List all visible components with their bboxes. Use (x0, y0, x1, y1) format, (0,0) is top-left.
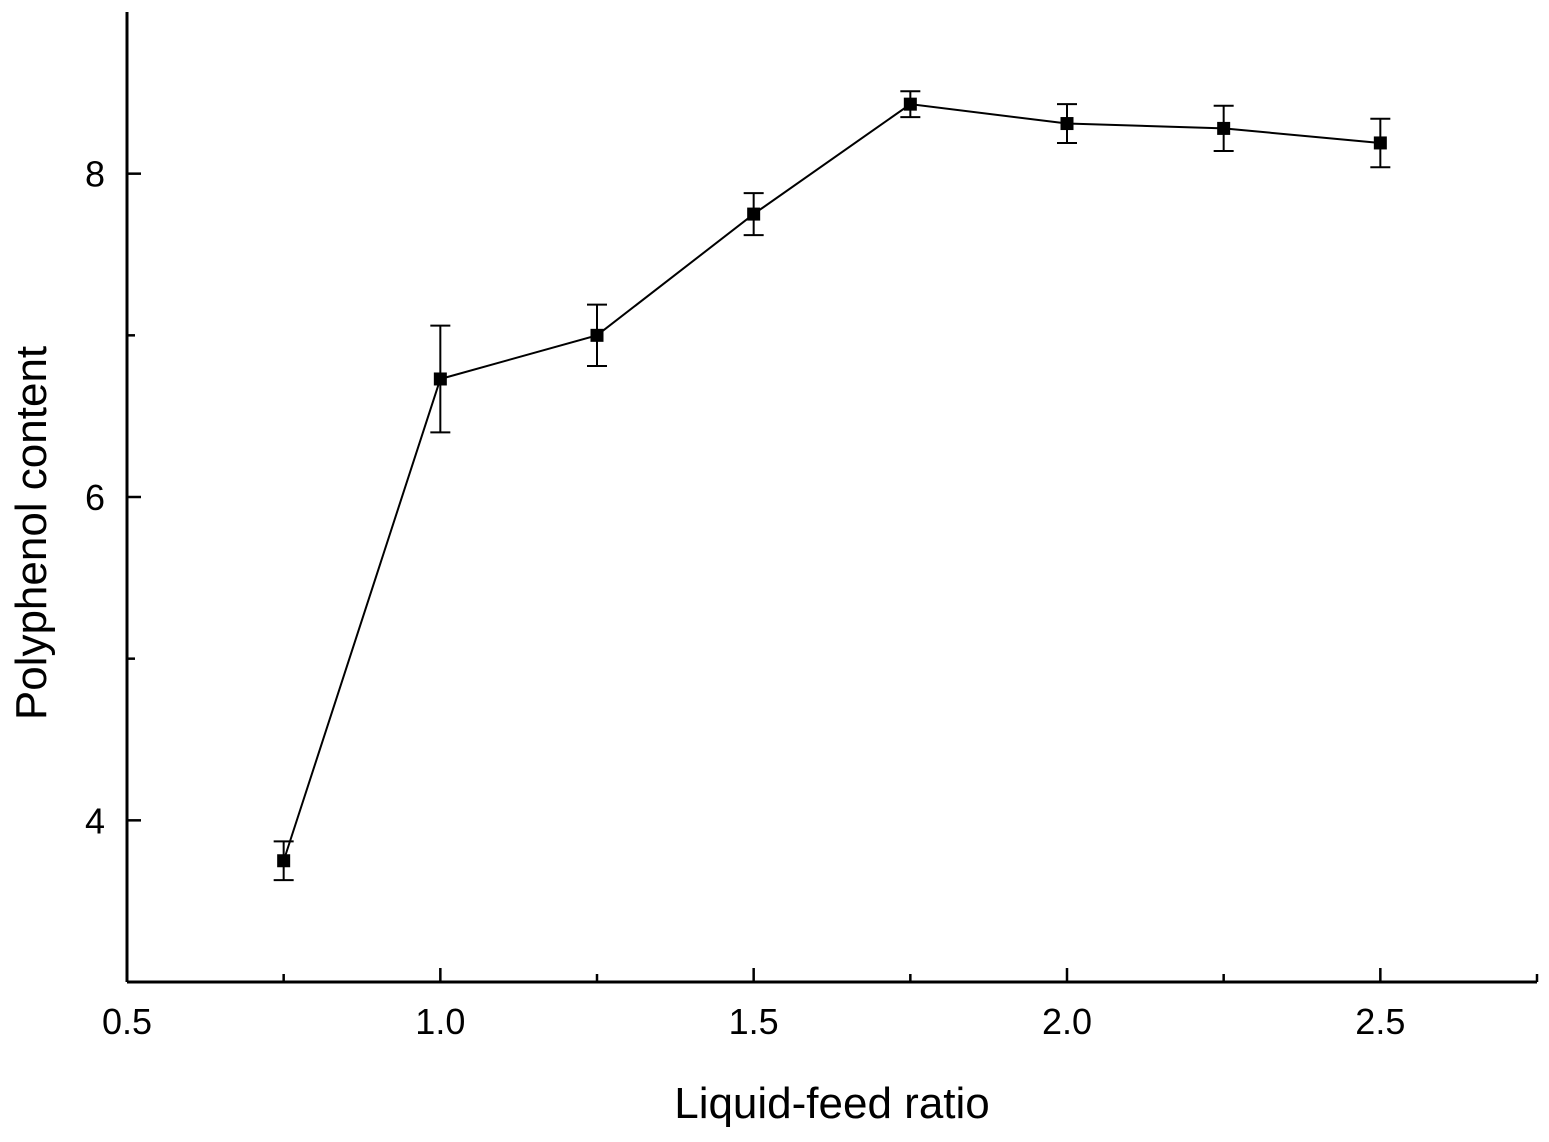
series-line (282, 103, 1381, 862)
plot-area (273, 90, 1391, 882)
x-tick-label: 1.0 (415, 1001, 465, 1042)
data-point (433, 372, 447, 386)
x-axis-title: Liquid-feed ratio (674, 1079, 990, 1128)
data-point (1373, 136, 1387, 150)
data-point (903, 97, 917, 111)
data-point (277, 854, 291, 868)
axes: 0.5 1.0 1.5 2.0 2.5 4 6 8 (85, 12, 1539, 1042)
data-point (747, 207, 761, 221)
data-point (1060, 117, 1074, 131)
y-tick-label: 6 (85, 477, 105, 518)
x-tick-label: 0.5 (102, 1001, 152, 1042)
data-point (590, 328, 604, 342)
x-tick-label: 1.5 (729, 1001, 779, 1042)
y-tick-label: 4 (85, 800, 105, 841)
data-point (1217, 121, 1231, 135)
y-axis-title: Polyphenol content (7, 346, 56, 720)
y-tick-label: 8 (85, 154, 105, 195)
x-tick-label: 2.5 (1355, 1001, 1405, 1042)
x-tick-label: 2.0 (1042, 1001, 1092, 1042)
